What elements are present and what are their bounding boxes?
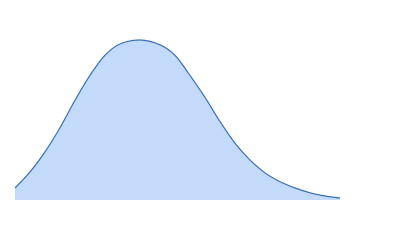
page: {"chart_data": {"type": "area", "x": [0,… [14,39,341,200]
area-line [14,39,341,199]
area-fill [15,39,340,200]
chart [14,39,341,200]
